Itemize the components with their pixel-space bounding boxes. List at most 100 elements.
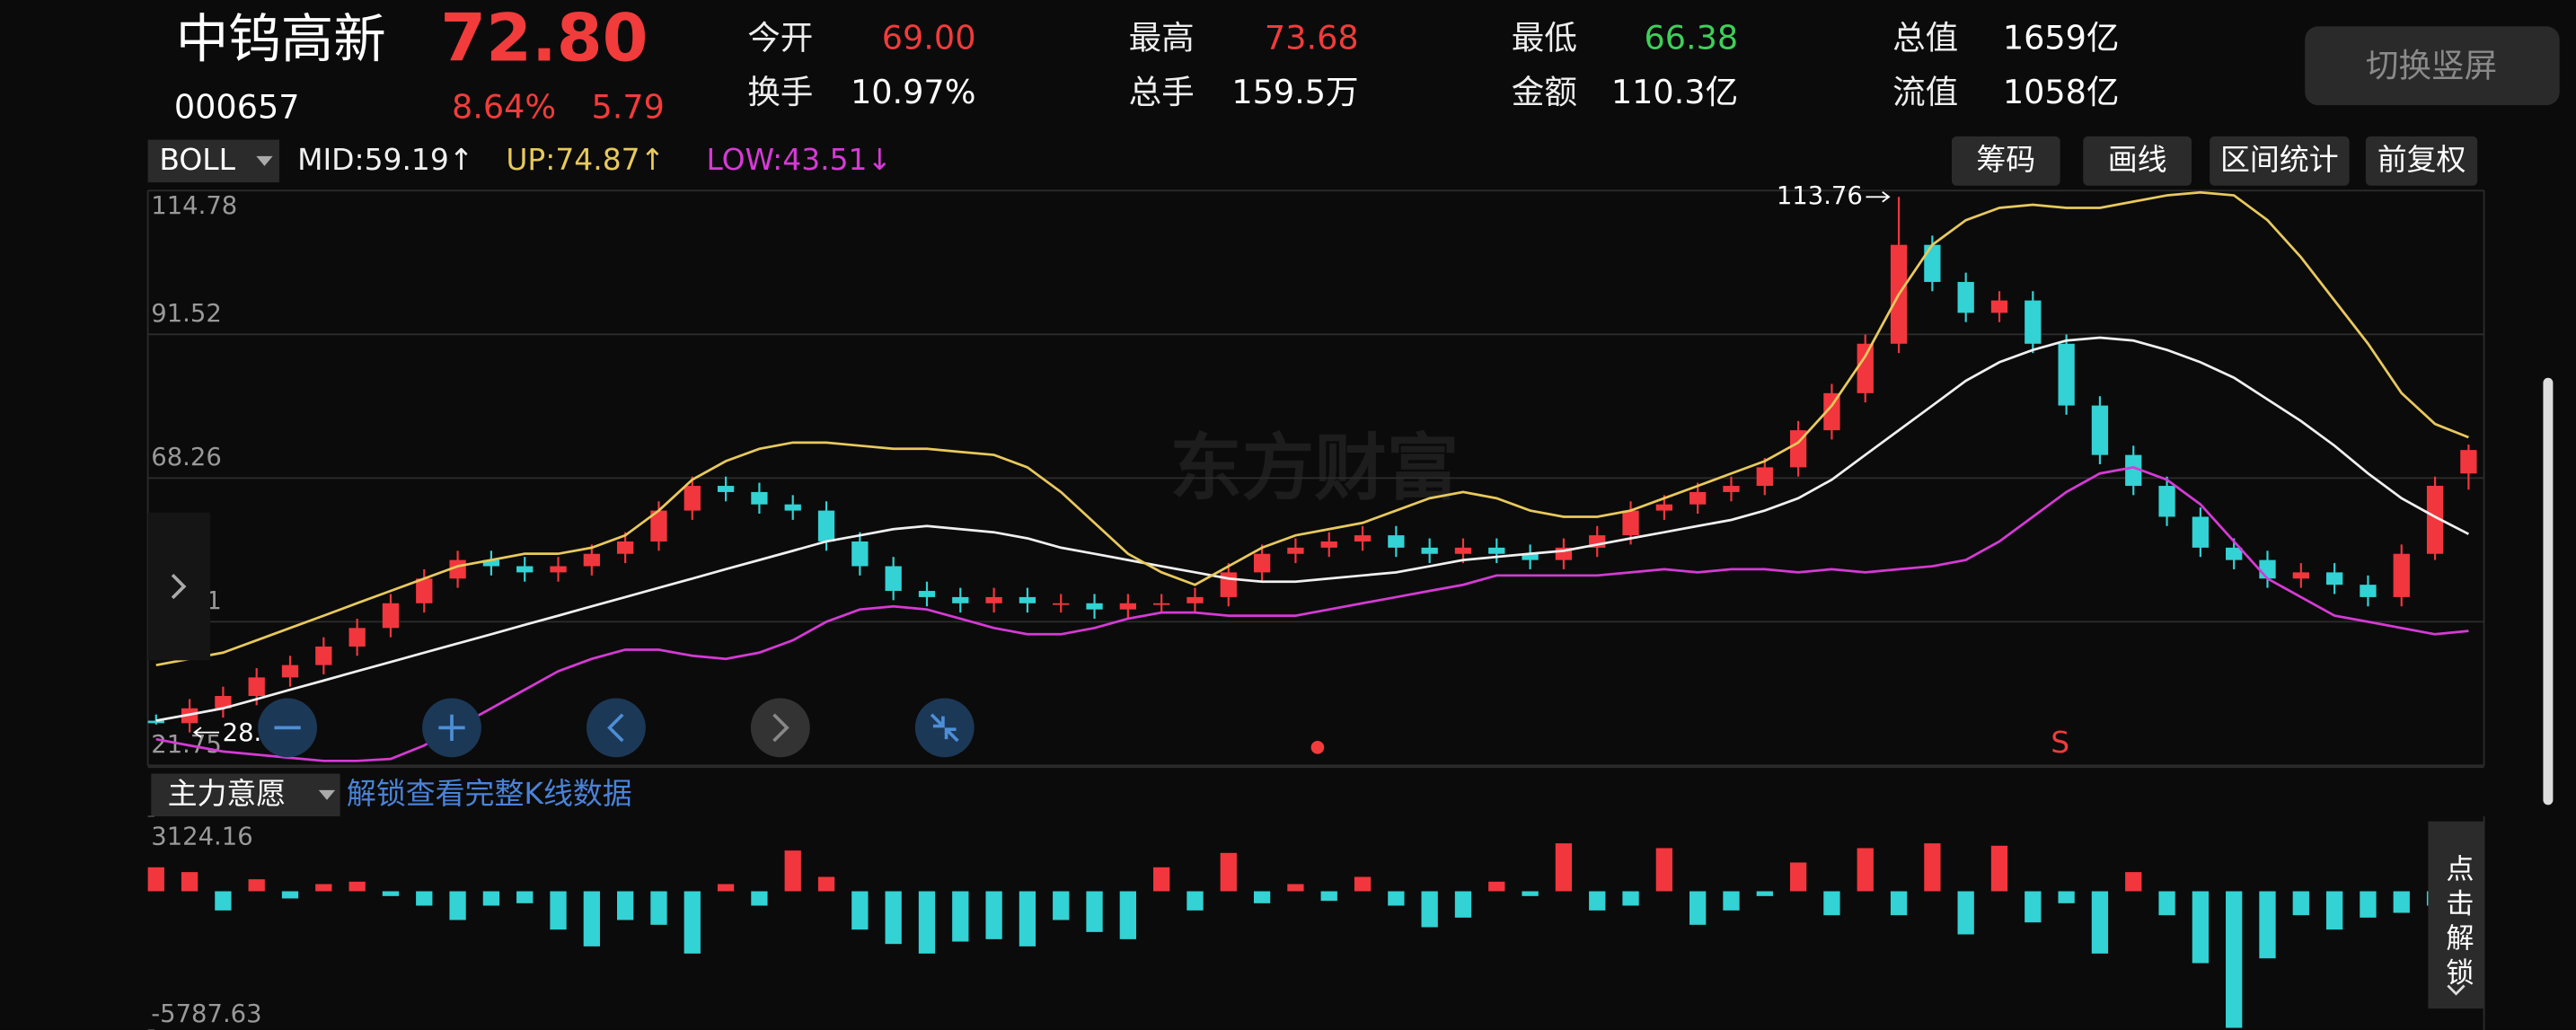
indicator-bar xyxy=(1689,891,1707,925)
max-price-label: 113.76 xyxy=(1777,182,1863,210)
candle-body xyxy=(1454,547,1472,554)
candle-body xyxy=(1857,343,1874,393)
indicator-bar xyxy=(1957,891,1974,935)
candle-body xyxy=(382,603,400,629)
candle-body xyxy=(2091,405,2109,455)
indicator-bar xyxy=(2058,891,2075,903)
indicator-bar xyxy=(1857,848,1874,892)
indicator-bar xyxy=(1555,843,1573,892)
indicator-bar xyxy=(1086,891,1103,932)
candle-body xyxy=(348,628,366,647)
candle-body xyxy=(1019,596,1037,603)
candle-body xyxy=(2426,485,2444,554)
reset-button[interactable] xyxy=(914,698,975,758)
indicator-bar xyxy=(1187,891,1204,911)
indicator-bar xyxy=(817,876,835,892)
indicator-bar xyxy=(1723,891,1740,911)
candle-body xyxy=(550,566,567,573)
tool-button-label: 区间统计 xyxy=(2220,142,2339,177)
unlock-link[interactable]: 解锁查看完整K线数据 xyxy=(347,776,632,811)
indicator-bar xyxy=(1388,891,1405,906)
indicator-bar xyxy=(1354,876,1372,892)
candle-body xyxy=(1522,553,1539,560)
scroll-left-button[interactable] xyxy=(586,698,646,758)
indicator-bar xyxy=(717,884,735,892)
candle-body xyxy=(1153,603,1170,605)
unlock-button[interactable] xyxy=(2428,821,2484,1009)
candle-body xyxy=(1689,491,1707,505)
indicator-select[interactable] xyxy=(147,139,279,183)
icon xyxy=(607,713,624,743)
stat-label: 今开 xyxy=(747,18,813,57)
overlay-controls xyxy=(147,377,2554,806)
dot-marker xyxy=(1310,740,1325,754)
candle-body xyxy=(315,646,332,665)
candle-body xyxy=(1388,535,1405,548)
tool-button[interactable] xyxy=(2210,136,2350,186)
indicator-bar xyxy=(516,891,534,903)
candle-body xyxy=(147,720,164,724)
stat-value: 110.3亿 xyxy=(1611,73,1738,111)
stat-value: 66.38 xyxy=(1644,18,1738,57)
candle-body xyxy=(1086,603,1103,610)
y-tick-label: -5787.63 xyxy=(151,1000,261,1028)
scroll-right-button[interactable] xyxy=(750,698,810,758)
unlock-button-label: 点击解锁 xyxy=(2440,854,2474,992)
candle-body xyxy=(1053,603,1070,605)
indicator-bar xyxy=(2226,891,2243,1028)
y-tick-label: 3124.16 xyxy=(151,823,252,850)
stat-value: 10.97% xyxy=(851,73,975,111)
candle-body xyxy=(717,486,735,492)
stat-value: 69.00 xyxy=(882,18,976,57)
candle-body xyxy=(2325,572,2343,585)
indicator-bar xyxy=(1320,891,1337,902)
indicator-bar xyxy=(315,884,332,892)
candle-body xyxy=(918,591,936,597)
candle-body xyxy=(650,510,667,541)
icon xyxy=(930,713,959,743)
indicator-select[interactable] xyxy=(151,773,340,817)
candle-body xyxy=(2058,343,2075,406)
candle-body xyxy=(2158,486,2175,517)
stat-label: 流值 xyxy=(1892,73,1958,111)
scrollbar xyxy=(2543,377,2554,806)
stock-name: 中钨高新 xyxy=(176,9,386,70)
candle-body xyxy=(1990,300,2008,313)
min-arrow xyxy=(193,726,219,738)
indicator-bar xyxy=(215,891,232,911)
max-arrow xyxy=(1866,191,1891,203)
candle-body xyxy=(1320,541,1337,548)
indicator-bar xyxy=(550,891,567,930)
tool-button[interactable] xyxy=(2365,136,2478,186)
indicator-panel-name: 主力意愿 xyxy=(168,776,287,811)
candle-body xyxy=(1421,547,1438,554)
indicator-bar xyxy=(952,891,969,942)
indicator-bar xyxy=(2393,891,2410,913)
indicator-bar xyxy=(1622,891,1639,906)
tool-button-label: 前复权 xyxy=(2378,142,2466,177)
orientation-button[interactable] xyxy=(2305,26,2560,106)
candle-body xyxy=(2460,450,2477,474)
tool-button[interactable] xyxy=(2083,136,2192,186)
last-price: 72.80 xyxy=(440,1,648,77)
indicator-bar xyxy=(1454,891,1472,918)
candle-body xyxy=(2292,572,2309,579)
candle-body xyxy=(885,566,902,592)
side-handle[interactable] xyxy=(147,512,211,661)
stat-value: 159.5万 xyxy=(1231,73,1358,111)
indicator-bar xyxy=(147,867,164,892)
indicator-bar xyxy=(1990,845,2008,892)
icon xyxy=(772,713,790,743)
candle-body xyxy=(617,541,634,554)
watermark: 东方财富 xyxy=(1169,426,1459,510)
indicator-bar xyxy=(885,891,902,945)
indicator-bar xyxy=(918,891,936,954)
indicator-bar xyxy=(181,872,198,892)
candle-body xyxy=(684,486,701,511)
indicator-bar xyxy=(2125,872,2142,892)
indicator-bar xyxy=(1789,862,1807,892)
candle-body xyxy=(2393,553,2410,597)
tool-button[interactable] xyxy=(1951,136,2060,186)
tool-button-label: 筹码 xyxy=(1976,142,2035,177)
indicator-bar xyxy=(1522,891,1539,896)
